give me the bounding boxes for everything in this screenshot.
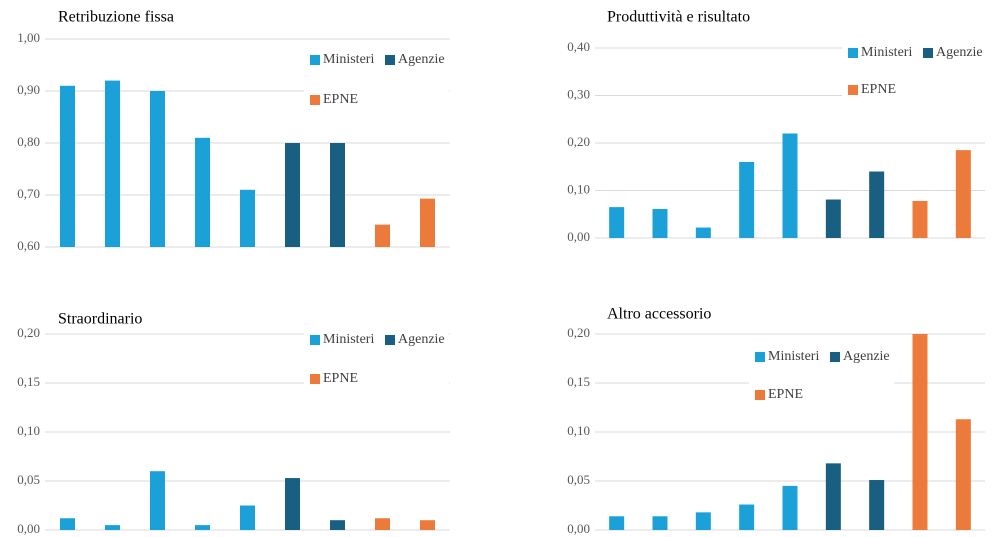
bar [60, 85, 75, 247]
bar [420, 520, 435, 530]
bar [105, 80, 120, 247]
bar [150, 91, 165, 247]
bar [869, 171, 885, 238]
y-tick-label: 1,00 [17, 30, 40, 45]
bar [912, 334, 928, 530]
bar [609, 516, 625, 530]
legend-box [842, 39, 987, 104]
bar [609, 207, 625, 238]
bar [150, 471, 165, 530]
bar [825, 463, 841, 530]
y-tick-label: 0,05 [567, 472, 590, 487]
y-tick-label: 0,00 [17, 521, 40, 536]
bar [240, 189, 255, 247]
bar [739, 162, 755, 238]
y-tick-label: 0,30 [567, 86, 590, 101]
bar [330, 143, 345, 247]
legend-label: Ministeri [323, 332, 374, 347]
y-tick-label: 0,15 [567, 374, 590, 389]
bar [375, 224, 390, 247]
bar [825, 199, 841, 238]
y-tick-label: 0,00 [567, 229, 590, 244]
y-tick-label: 0,20 [567, 325, 590, 340]
y-tick-label: 0,05 [17, 472, 40, 487]
legend-label: EPNE [768, 387, 803, 402]
legend-swatch [385, 335, 395, 345]
chart-title: Straordinario [58, 311, 142, 328]
chart-title: Retribuzione fissa [58, 9, 174, 26]
bar [782, 485, 798, 530]
bar [375, 518, 390, 530]
y-tick-label: 0,70 [17, 186, 40, 201]
legend-swatch [923, 48, 933, 58]
bar [285, 478, 300, 530]
legend-swatch [310, 374, 320, 384]
y-tick-label: 0,10 [567, 181, 590, 196]
bar [330, 520, 345, 530]
bar [739, 504, 755, 530]
bar [60, 518, 75, 530]
bar [105, 525, 120, 530]
chart-title: Produttività e risultato [607, 9, 750, 26]
bar [240, 505, 255, 530]
bar [420, 198, 435, 247]
y-tick-label: 0,90 [17, 82, 40, 97]
legend-label: Agenzie [843, 349, 890, 364]
y-tick-label: 0,20 [567, 134, 590, 149]
legend-box [749, 343, 894, 409]
bar [652, 209, 668, 238]
legend-swatch [385, 55, 395, 65]
legend-label: EPNE [323, 371, 358, 386]
legend-swatch [310, 95, 320, 105]
bar [869, 480, 885, 530]
bar [285, 143, 300, 247]
legend-swatch [310, 55, 320, 65]
y-tick-label: 0,40 [567, 39, 590, 54]
legend-label: Ministeri [861, 45, 912, 60]
legend-swatch [310, 335, 320, 345]
y-tick-label: 0,10 [567, 423, 590, 438]
legend-label: Agenzie [398, 332, 445, 347]
legend-swatch [755, 352, 765, 362]
bar [912, 200, 928, 238]
bar [782, 133, 798, 238]
legend-box [304, 46, 449, 114]
bar [195, 137, 210, 247]
legend-swatch [830, 352, 840, 362]
legend-swatch [848, 85, 858, 95]
legend-label: EPNE [861, 82, 896, 97]
bar [955, 419, 971, 530]
y-tick-label: 0,00 [567, 521, 590, 536]
y-tick-label: 0,20 [17, 325, 40, 340]
legend-swatch [755, 390, 765, 400]
chart-title: Altro accessorio [607, 306, 711, 323]
bar [955, 150, 971, 238]
bar [695, 227, 711, 238]
legend-swatch [848, 48, 858, 58]
legend-label: Ministeri [768, 349, 819, 364]
bar [695, 512, 711, 530]
y-tick-label: 0,80 [17, 134, 40, 149]
bar [652, 516, 668, 530]
legend-box [304, 326, 449, 393]
legend-label: EPNE [323, 92, 358, 107]
y-tick-label: 0,10 [17, 423, 40, 438]
legend-label: Agenzie [936, 45, 983, 60]
legend-label: Agenzie [398, 52, 445, 67]
y-tick-label: 0,60 [17, 238, 40, 253]
y-tick-label: 0,15 [17, 374, 40, 389]
bar [195, 525, 210, 530]
legend-label: Ministeri [323, 52, 374, 67]
